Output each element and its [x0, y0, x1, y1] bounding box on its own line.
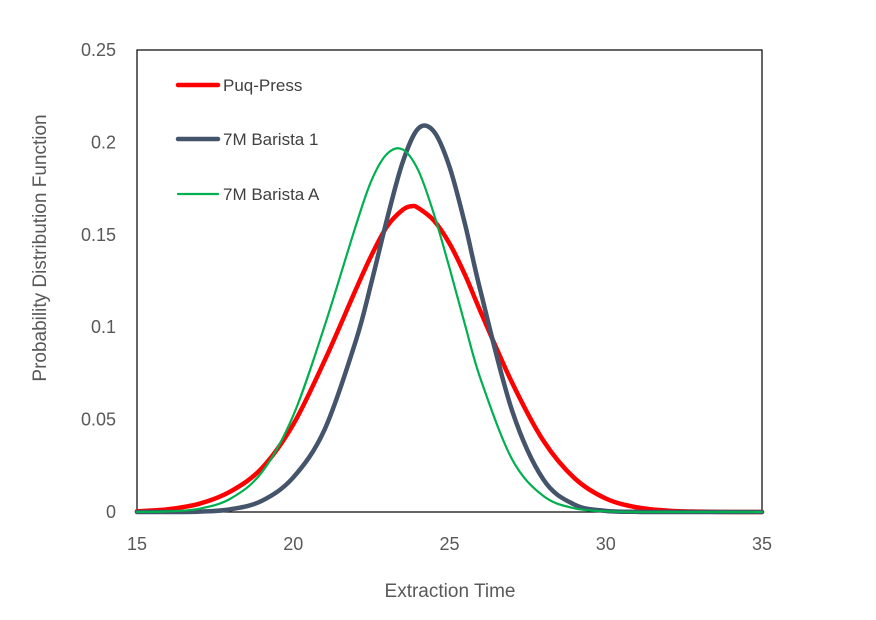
x-tick-labels: 15 20 25 30 35	[127, 534, 772, 554]
legend: Puq-Press 7M Barista 1 7M Barista A	[175, 76, 320, 204]
x-tick-label: 15	[127, 534, 147, 554]
x-tick-label: 20	[283, 534, 303, 554]
y-tick-label: 0.25	[81, 40, 116, 60]
x-tick-label: 25	[439, 534, 459, 554]
x-tick-label: 30	[596, 534, 616, 554]
y-axis-title: Probability Distribution Function	[30, 114, 51, 381]
plot-area	[136, 49, 763, 513]
y-tick-label: 0.15	[81, 225, 116, 245]
y-tick-label: 0.2	[91, 132, 116, 152]
x-tick-label: 35	[752, 534, 772, 554]
y-tick-label: 0	[106, 502, 116, 522]
x-axis-title: Extraction Time	[385, 581, 516, 602]
y-tick-label: 0.05	[81, 410, 116, 430]
series-line-7m-barista-a	[135, 147, 764, 514]
legend-label: 7M Barista A	[223, 185, 320, 204]
legend-label: 7M Barista 1	[223, 130, 318, 149]
y-tick-labels: 0 0.05 0.1 0.15 0.2 0.25	[81, 40, 116, 522]
series-line-puq-press	[134, 203, 765, 515]
legend-label: Puq-Press	[223, 76, 302, 95]
y-tick-label: 0.1	[91, 317, 116, 337]
series-layer	[134, 123, 765, 515]
